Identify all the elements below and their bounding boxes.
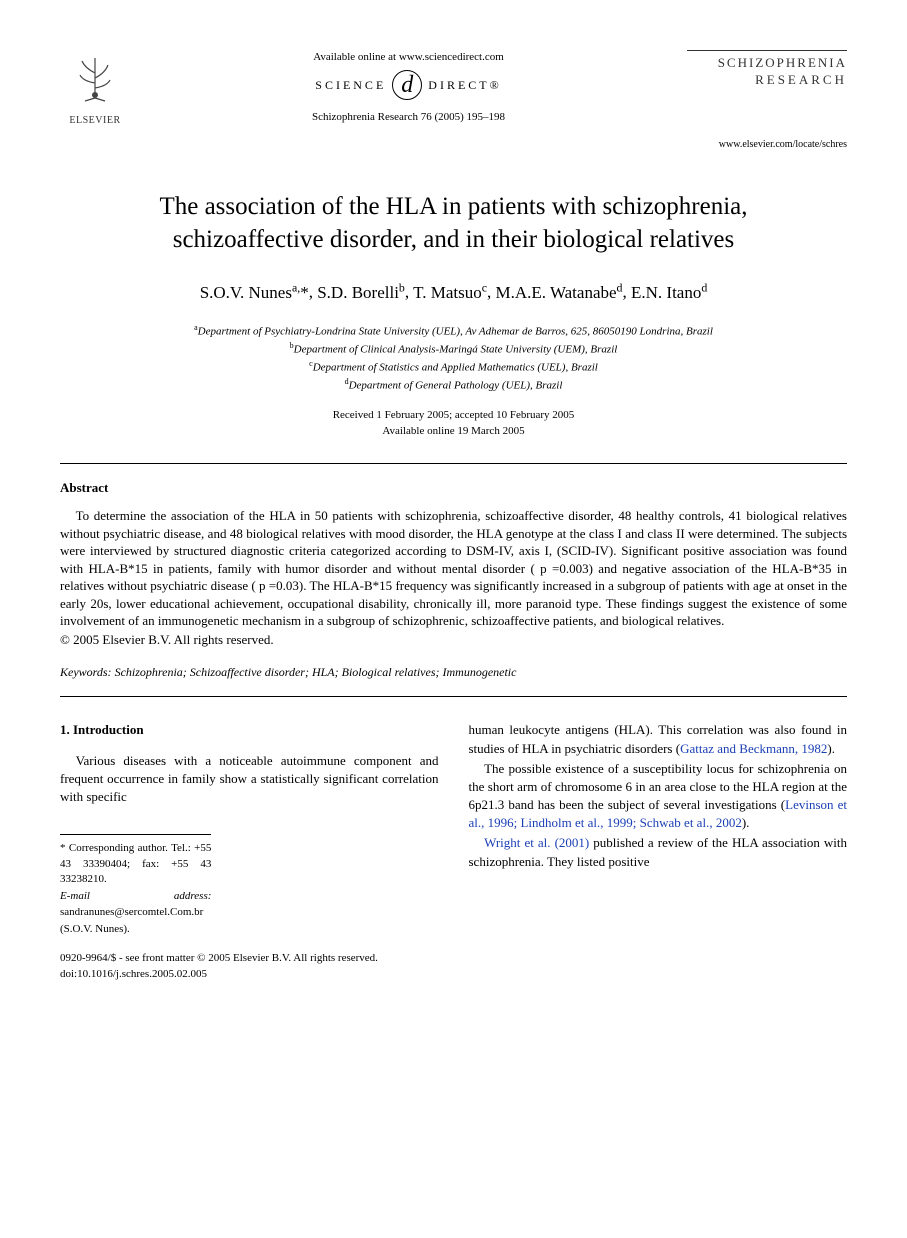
doi-line: doi:10.1016/j.schres.2005.02.005 xyxy=(60,967,439,982)
author-0: S.O.V. Nunesa,* xyxy=(200,283,309,302)
intro-para-3: Wright et al. (2001) published a review … xyxy=(469,834,848,870)
center-header: Available online at www.sciencedirect.co… xyxy=(130,50,687,125)
journal-logo: SCHIZOPHRENIA RESEARCH xyxy=(687,50,847,89)
journal-url: www.elsevier.com/locate/schres xyxy=(60,138,847,151)
citation-link-wright[interactable]: Wright et al. (2001) xyxy=(484,835,589,850)
intro-para-1: Various diseases with a noticeable autoi… xyxy=(60,752,439,807)
page-header: ELSEVIER Available online at www.science… xyxy=(60,50,847,130)
rule-below-keywords xyxy=(60,696,847,697)
intro-para-2: The possible existence of a susceptibili… xyxy=(469,760,848,833)
elsevier-tree-icon xyxy=(70,53,120,110)
intro-para-1-cont: human leukocyte antigens (HLA). This cor… xyxy=(469,721,848,757)
rule-above-abstract xyxy=(60,463,847,464)
keywords-line: Keywords: Schizophrenia; Schizoaffective… xyxy=(60,665,847,681)
elsevier-name: ELSEVIER xyxy=(69,114,120,127)
email-label: E-mail address: xyxy=(60,890,211,902)
front-matter-line: 0920-9964/$ - see front matter © 2005 El… xyxy=(60,951,439,966)
sd-direct-text: DIRECT® xyxy=(428,78,501,94)
email-owner: (S.O.V. Nunes). xyxy=(60,922,211,937)
keywords-label: Keywords: xyxy=(60,665,112,679)
author-4: E.N. Itanod xyxy=(631,283,707,302)
author-3: M.A.E. Watanabed xyxy=(495,283,622,302)
footer-meta: 0920-9964/$ - see front matter © 2005 El… xyxy=(60,951,439,982)
left-column: 1. Introduction Various diseases with a … xyxy=(60,721,439,982)
keywords-text: Schizophrenia; Schizoaffective disorder;… xyxy=(115,665,517,679)
sciencedirect-logo: SCIENCE d DIRECT® xyxy=(315,70,501,100)
citation: Schizophrenia Research 76 (2005) 195–198 xyxy=(312,110,505,124)
available-online-date: Available online 19 March 2005 xyxy=(60,424,847,439)
email-address: sandranunes@sercomtel.Com.br xyxy=(60,906,203,918)
affiliation-d: dDepartment of General Pathology (UEL), … xyxy=(60,376,847,394)
corresponding-author-note: * Corresponding author. Tel.: +55 43 333… xyxy=(60,841,211,887)
section-heading-introduction: 1. Introduction xyxy=(60,721,439,739)
authors-line: S.O.V. Nunesa,*, S.D. Borellib, T. Matsu… xyxy=(60,280,847,304)
abstract-heading: Abstract xyxy=(60,480,847,497)
sd-science-text: SCIENCE xyxy=(315,78,386,94)
affiliation-c: cDepartment of Statistics and Applied Ma… xyxy=(60,358,847,376)
abstract-text: To determine the association of the HLA … xyxy=(60,507,847,630)
footnotes: * Corresponding author. Tel.: +55 43 333… xyxy=(60,834,211,937)
available-online-text: Available online at www.sciencedirect.co… xyxy=(313,50,504,64)
journal-rule-icon xyxy=(687,50,847,51)
right-column: human leukocyte antigens (HLA). This cor… xyxy=(469,721,848,982)
journal-name-line2: RESEARCH xyxy=(755,72,847,89)
article-dates: Received 1 February 2005; accepted 10 Fe… xyxy=(60,408,847,439)
elsevier-logo: ELSEVIER xyxy=(60,50,130,130)
received-accepted: Received 1 February 2005; accepted 10 Fe… xyxy=(60,408,847,423)
article-title: The association of the HLA in patients w… xyxy=(100,191,807,256)
affiliations: aDepartment of Psychiatry-Londrina State… xyxy=(60,322,847,395)
author-2: T. Matsuoc xyxy=(413,283,487,302)
abstract-copyright: © 2005 Elsevier B.V. All rights reserved… xyxy=(60,632,847,649)
affiliation-a: aDepartment of Psychiatry-Londrina State… xyxy=(60,322,847,340)
corresponding-email: E-mail address: sandranunes@sercomtel.Co… xyxy=(60,889,211,920)
sd-d-icon: d xyxy=(392,70,422,100)
journal-name-line1: SCHIZOPHRENIA xyxy=(718,55,847,72)
citation-link-gattaz[interactable]: Gattaz and Beckmann, 1982 xyxy=(680,741,827,756)
affiliation-b: bDepartment of Clinical Analysis-Maringá… xyxy=(60,340,847,358)
author-1: S.D. Borellib xyxy=(317,283,405,302)
body-columns: 1. Introduction Various diseases with a … xyxy=(60,721,847,982)
